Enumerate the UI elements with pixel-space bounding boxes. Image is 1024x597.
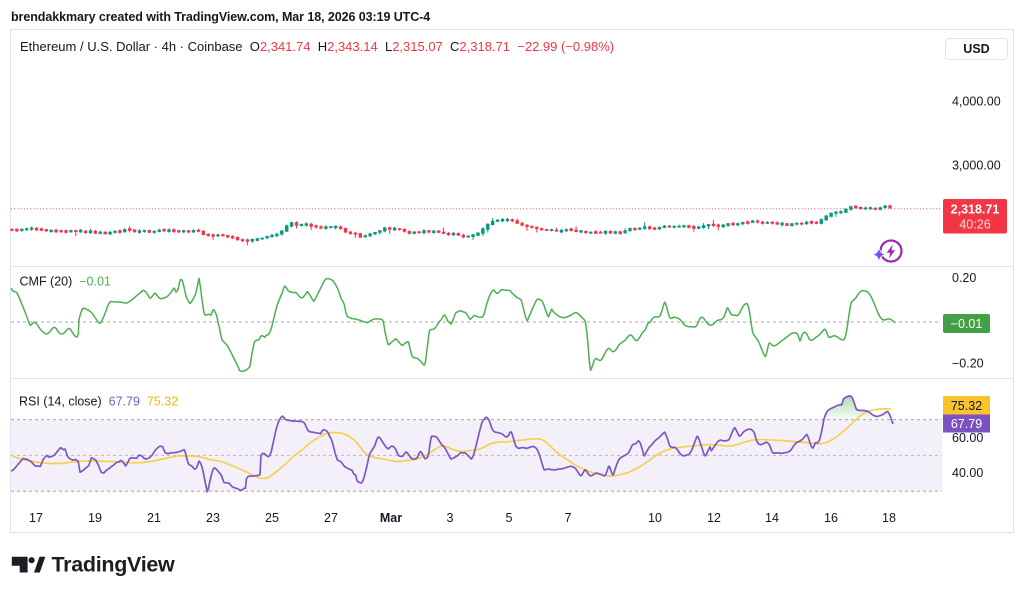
svg-text:75.32: 75.32 bbox=[951, 399, 982, 413]
svg-text:21: 21 bbox=[147, 511, 161, 525]
svg-text:brendakkmary created with Trad: brendakkmary created with TradingView.co… bbox=[11, 10, 430, 24]
svg-text:−0.01: −0.01 bbox=[951, 317, 983, 331]
svg-text:TradingView: TradingView bbox=[52, 553, 176, 577]
svg-text:27: 27 bbox=[324, 511, 338, 525]
svg-text:3,000.00: 3,000.00 bbox=[952, 159, 1001, 173]
svg-text:19: 19 bbox=[88, 511, 102, 525]
svg-text:5: 5 bbox=[506, 511, 513, 525]
svg-text:−0.20: −0.20 bbox=[952, 357, 984, 371]
svg-text:RSI (14, close) 67.79 75.32: RSI (14, close) 67.79 75.32 bbox=[19, 395, 178, 409]
svg-text:0.20: 0.20 bbox=[952, 271, 976, 285]
svg-text:40:26: 40:26 bbox=[959, 218, 990, 232]
svg-text:Ethereum / U.S. Dollar · 4h ·: Ethereum / U.S. Dollar · 4h · Coinbase O… bbox=[20, 39, 614, 54]
svg-text:16: 16 bbox=[824, 511, 838, 525]
svg-text:CMF (20) −0.01: CMF (20) −0.01 bbox=[20, 275, 111, 289]
svg-text:17: 17 bbox=[29, 511, 43, 525]
svg-text:10: 10 bbox=[648, 511, 662, 525]
svg-text:67.79: 67.79 bbox=[951, 417, 982, 431]
svg-text:25: 25 bbox=[265, 511, 279, 525]
svg-text:3: 3 bbox=[447, 511, 454, 525]
svg-text:7: 7 bbox=[565, 511, 572, 525]
svg-text:Mar: Mar bbox=[380, 511, 402, 525]
svg-text:USD: USD bbox=[963, 42, 989, 56]
svg-text:2,318.71: 2,318.71 bbox=[951, 203, 1000, 217]
svg-text:4,000.00: 4,000.00 bbox=[952, 95, 1001, 109]
svg-text:18: 18 bbox=[882, 511, 896, 525]
svg-text:60.00: 60.00 bbox=[952, 431, 983, 445]
svg-text:14: 14 bbox=[765, 511, 779, 525]
svg-text:12: 12 bbox=[707, 511, 721, 525]
svg-text:40.00: 40.00 bbox=[952, 466, 983, 480]
svg-text:23: 23 bbox=[206, 511, 220, 525]
